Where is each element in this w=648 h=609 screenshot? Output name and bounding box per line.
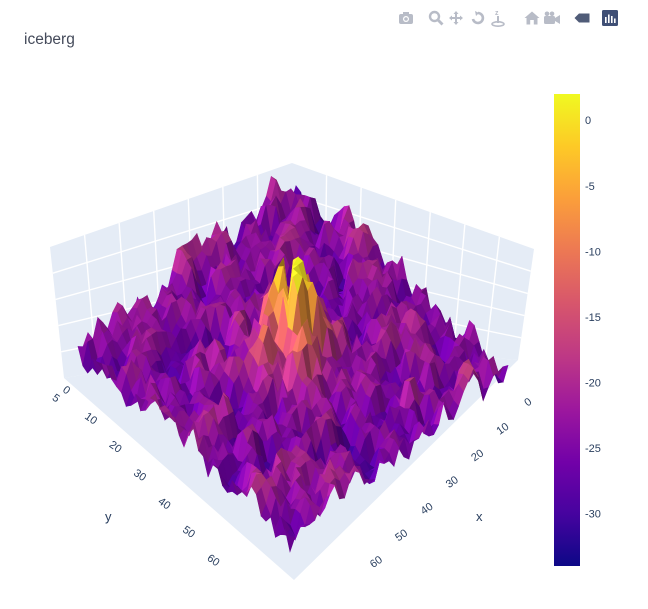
surface-cell bbox=[284, 529, 296, 553]
colorbar-tick-label: -20 bbox=[585, 377, 601, 389]
hover-toggle-icon[interactable] bbox=[572, 8, 592, 28]
x-tick-label: 60 bbox=[368, 554, 385, 571]
y-tick-label: 50 bbox=[180, 524, 197, 541]
colorbar-tick-label: 0 bbox=[585, 115, 591, 127]
zoom-icon[interactable] bbox=[426, 8, 446, 28]
colorbar-ticks: 0 -5 -10 -15 -20 -25 -30 bbox=[585, 115, 601, 520]
x-tick-label: 30 bbox=[444, 474, 461, 491]
colorbar-tick-label: -25 bbox=[585, 443, 601, 455]
modebar: z bbox=[396, 8, 626, 30]
surface-mesh bbox=[77, 175, 509, 553]
y-tick-label: 5 bbox=[50, 392, 62, 405]
camera-icon[interactable] bbox=[396, 8, 416, 28]
y-tick-label: 60 bbox=[205, 552, 222, 569]
turntable-icon[interactable]: z bbox=[488, 8, 508, 28]
y-tick-label: 30 bbox=[131, 467, 148, 484]
y-axis-title: y bbox=[105, 509, 112, 524]
y-tick-label: 0 bbox=[60, 384, 72, 397]
x-tick-label: 0 bbox=[522, 396, 534, 409]
plotly-logo-icon[interactable] bbox=[600, 8, 620, 28]
svg-text:z: z bbox=[495, 10, 499, 17]
colorbar-tick-label: -10 bbox=[585, 246, 601, 258]
pan-icon[interactable] bbox=[446, 8, 466, 28]
colorbar-tick-label: -30 bbox=[585, 509, 601, 521]
y-tick-label: 40 bbox=[156, 496, 173, 513]
orbit-icon[interactable] bbox=[468, 8, 488, 28]
home-icon[interactable] bbox=[522, 8, 542, 28]
x-tick-label: 10 bbox=[495, 421, 512, 438]
chart-title: iceberg bbox=[24, 31, 75, 48]
y-tick-label: 10 bbox=[82, 410, 99, 427]
x-axis-title: x bbox=[476, 509, 483, 524]
colorbar-tick-label: -15 bbox=[585, 312, 601, 324]
colorbar-tick-label: -5 bbox=[585, 181, 595, 193]
x-tick-label: 20 bbox=[469, 447, 486, 464]
default-view-icon[interactable] bbox=[542, 8, 562, 28]
x-tick-label: 40 bbox=[419, 501, 436, 518]
y-tick-label: 20 bbox=[107, 439, 124, 456]
colorbar bbox=[554, 94, 580, 566]
x-tick-label: 50 bbox=[393, 527, 410, 544]
